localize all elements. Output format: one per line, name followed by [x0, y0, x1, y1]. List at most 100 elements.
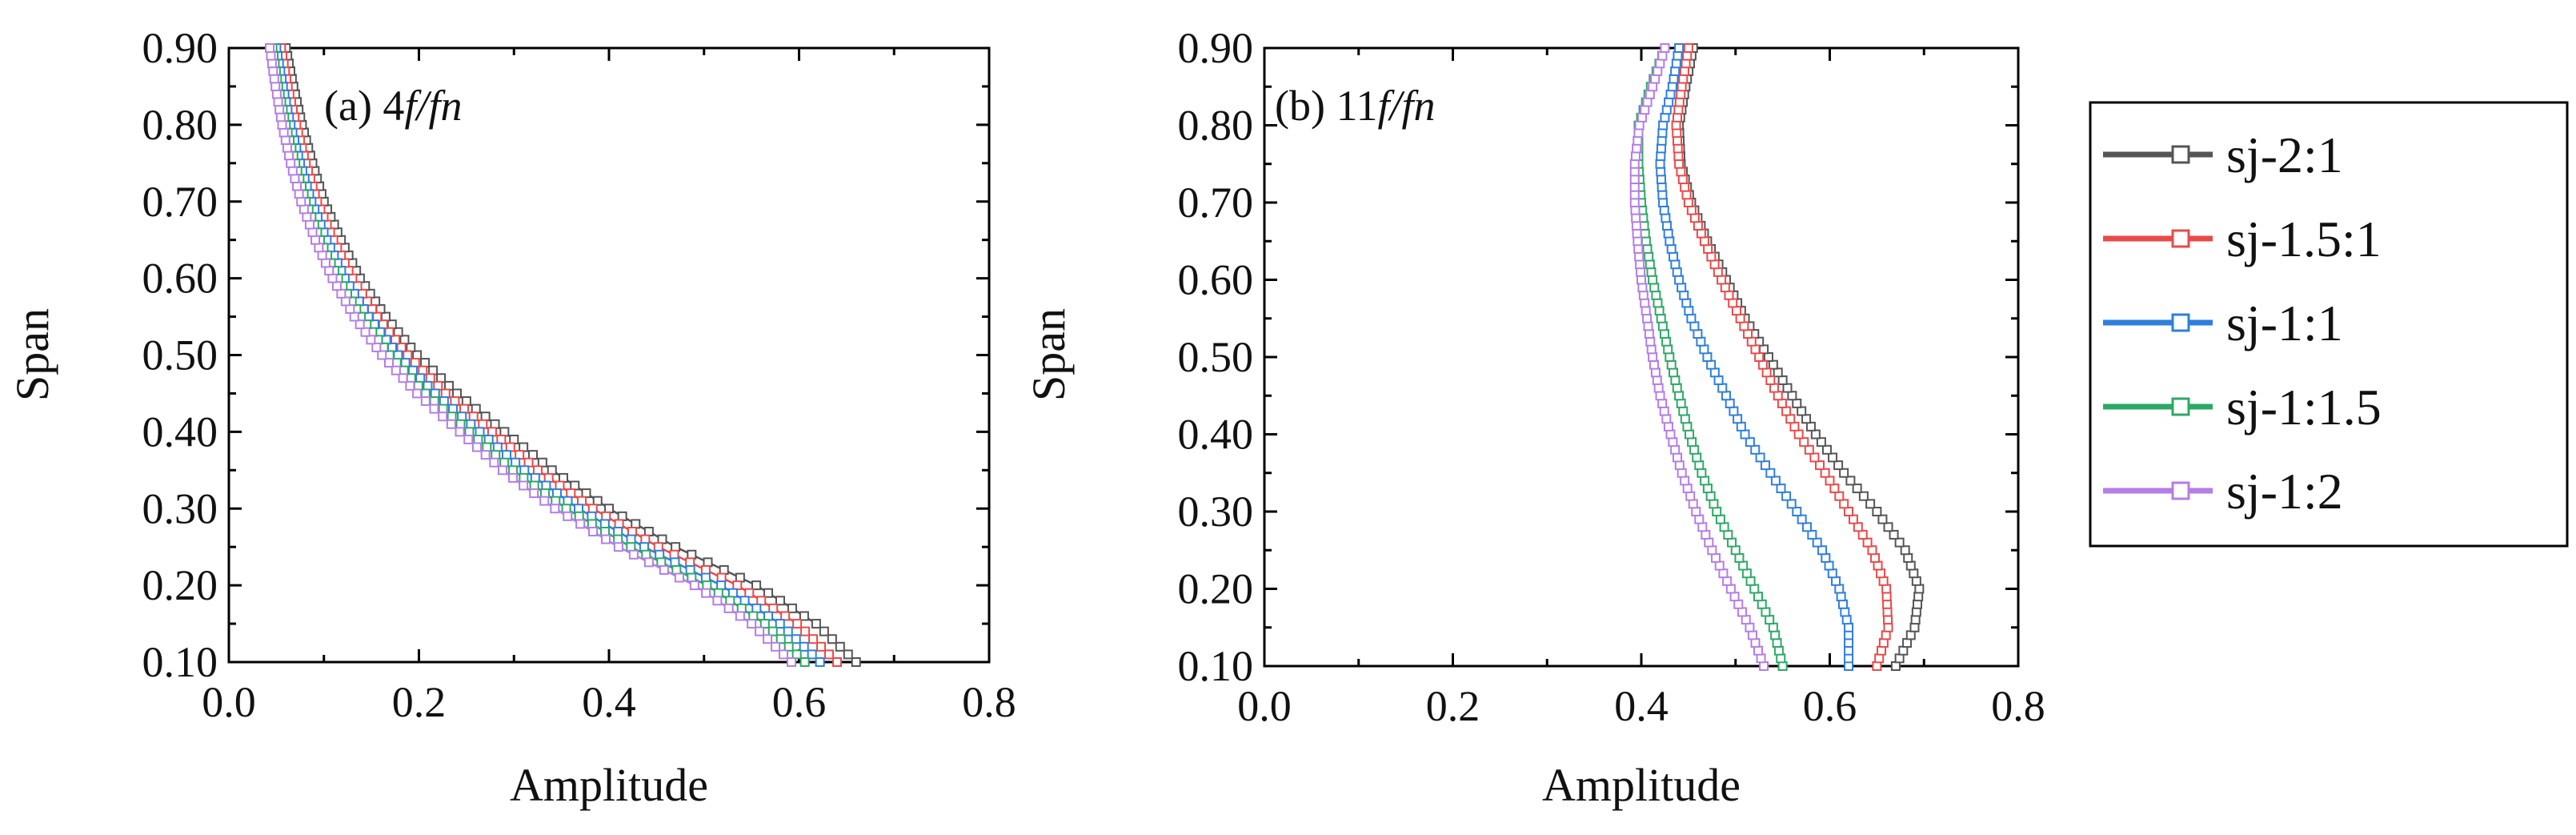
data-point [407, 365, 418, 375]
data-point [653, 542, 663, 552]
data-point [290, 173, 300, 183]
data-point [1910, 615, 1921, 625]
data-point [266, 50, 276, 61]
data-point [393, 350, 403, 360]
data-point [1706, 251, 1717, 262]
data-point [1911, 607, 1921, 617]
data-point [1674, 97, 1685, 107]
data-point [266, 58, 277, 69]
data-point [1656, 151, 1666, 162]
data-point [1898, 645, 1909, 656]
data-point [1665, 89, 1676, 99]
data-point [735, 611, 745, 621]
data-point [391, 335, 401, 345]
data-point [1876, 568, 1886, 579]
data-point [1883, 522, 1893, 532]
data-point [1792, 398, 1802, 408]
data-point [1714, 560, 1725, 571]
data-point [1913, 599, 1923, 609]
data-point [412, 388, 423, 399]
data-point [1670, 66, 1681, 76]
data-point [631, 519, 641, 529]
series-sj-1-2 [265, 43, 796, 667]
data-point [1671, 120, 1681, 130]
data-point [1721, 391, 1731, 401]
data-point [1680, 476, 1690, 486]
data-point [799, 641, 809, 652]
data-point [1812, 537, 1822, 548]
data-point [1676, 167, 1686, 177]
data-point [403, 350, 413, 360]
data-point [587, 504, 598, 514]
data-point [1683, 198, 1693, 207]
data-point [371, 296, 381, 307]
data-point [566, 488, 576, 499]
data-point [1656, 143, 1666, 154]
y-axis-title-a: Span [6, 308, 58, 401]
data-point [448, 403, 459, 414]
data-point [1629, 198, 1640, 207]
data-point [436, 373, 447, 383]
data-point [1658, 198, 1669, 207]
legend-entry-sj-1-2: sj-1:2 [2103, 463, 2343, 520]
data-point [429, 403, 439, 414]
data-point [1688, 499, 1698, 509]
data-point [1773, 367, 1783, 378]
data-point [1660, 112, 1670, 122]
data-point [1878, 576, 1889, 586]
data-point [1697, 468, 1707, 478]
data-point [1665, 352, 1675, 362]
data-point [1709, 367, 1720, 378]
data-point [519, 465, 530, 476]
data-point [440, 388, 451, 399]
data-point [1828, 452, 1838, 463]
y-tick-label: 0.20 [142, 561, 218, 609]
data-point [380, 311, 391, 322]
data-point [1663, 421, 1673, 432]
data-point [282, 143, 292, 153]
data-point [1656, 175, 1666, 185]
data-point [384, 327, 395, 337]
data-point [369, 319, 379, 330]
data-point [1678, 406, 1689, 416]
data-point [555, 480, 565, 491]
y-tick-label: 0.40 [142, 407, 218, 456]
data-point [1825, 476, 1835, 486]
data-point [1844, 507, 1854, 516]
data-point [799, 657, 810, 667]
data-point [1755, 452, 1765, 463]
data-point [1687, 437, 1697, 448]
data-point [1655, 159, 1665, 169]
data-point [433, 380, 443, 391]
data-point [1729, 406, 1739, 416]
data-point [1701, 529, 1711, 540]
data-point [843, 649, 853, 660]
data-point [748, 611, 759, 621]
data-point [700, 572, 711, 583]
data-point [1799, 437, 1809, 448]
data-point [1858, 491, 1869, 501]
data-point [1635, 259, 1645, 270]
data-point [1671, 58, 1681, 69]
data-point [420, 388, 431, 399]
data-point [1645, 336, 1656, 347]
data-point [519, 442, 529, 452]
data-point [1670, 259, 1681, 270]
data-point [1770, 630, 1781, 640]
data-point [712, 596, 723, 606]
y-tick-label: 0.90 [142, 24, 218, 72]
panel-b: (b) 11f/fn 0.0 0.2 0.4 0.6 0.80.100.200.300.… [1023, 24, 2045, 811]
data-point [1709, 499, 1719, 509]
data-point [1872, 661, 1882, 671]
y-tick-label: 0.30 [142, 484, 218, 532]
data-point [613, 534, 623, 544]
data-point [1773, 645, 1784, 656]
x-tick-label: 0.8 [962, 678, 1016, 726]
data-point [1827, 568, 1837, 579]
data-point [657, 534, 667, 544]
data-point [377, 350, 387, 360]
data-point [628, 549, 639, 560]
data-point [811, 619, 821, 629]
data-point [327, 273, 338, 283]
data-point [808, 634, 819, 644]
